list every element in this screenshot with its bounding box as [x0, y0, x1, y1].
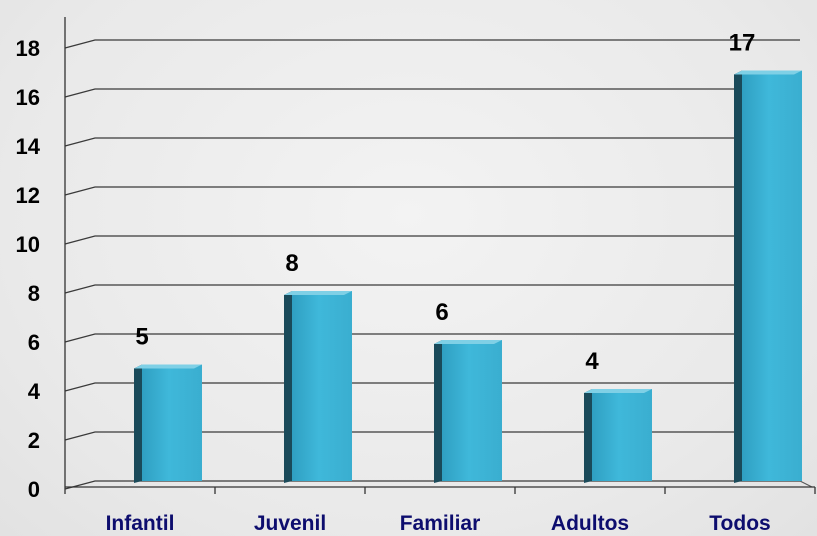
bar-top — [584, 389, 652, 393]
data-label: 8 — [285, 250, 298, 277]
bar-side — [434, 340, 442, 483]
y-tick-label: 8 — [28, 281, 40, 306]
gridline — [64, 88, 800, 98]
x-category-label: Adultos — [551, 512, 629, 535]
gridline — [64, 333, 800, 343]
gridline — [64, 284, 800, 294]
bar-side — [284, 291, 292, 483]
y-tick-label: 14 — [16, 134, 41, 159]
bar — [134, 364, 202, 483]
bar-top — [134, 364, 202, 369]
bar-front — [592, 389, 652, 481]
bar-top — [734, 70, 802, 75]
gridline — [64, 431, 800, 441]
gridline — [64, 39, 800, 49]
gridline — [64, 235, 800, 245]
gridline — [64, 186, 800, 196]
y-tick-label: 10 — [16, 232, 40, 257]
data-label: 5 — [135, 324, 148, 351]
y-tick-label: 6 — [28, 330, 40, 355]
bar-front — [442, 340, 502, 481]
y-tick-label: 18 — [16, 36, 40, 61]
bar — [284, 291, 352, 483]
x-category-label: Juvenil — [254, 512, 326, 535]
data-label: 4 — [585, 348, 599, 375]
x-category-label: Familiar — [400, 512, 481, 535]
data-label: 6 — [435, 299, 448, 326]
bar-top — [284, 291, 352, 295]
bar-front — [742, 70, 802, 481]
y-tick-labels: 0 2 4 6 8 10 12 14 16 18 — [16, 36, 41, 502]
gridline — [64, 480, 800, 490]
bar — [584, 389, 652, 483]
bar-top — [434, 340, 502, 344]
y-tick-label: 16 — [16, 85, 40, 110]
bar-front — [142, 364, 202, 481]
bar-side — [584, 389, 592, 483]
bar — [734, 70, 802, 483]
axes — [64, 17, 816, 494]
bar-side — [134, 364, 142, 483]
y-tick-label: 12 — [16, 183, 40, 208]
data-labels: 5 8 6 4 17 — [135, 30, 755, 376]
x-category-label: Todos — [709, 512, 770, 535]
bar-side — [734, 70, 742, 483]
floor-edge — [799, 480, 813, 488]
y-tick-label: 0 — [28, 477, 40, 502]
gridline — [64, 382, 800, 392]
bar — [434, 340, 502, 483]
y-tick-label: 4 — [28, 379, 41, 404]
gridline — [64, 137, 800, 147]
bars — [134, 70, 802, 483]
y-tick-label: 2 — [28, 428, 40, 453]
x-category-labels: Infantil Juvenil Familiar Adultos Todos — [106, 512, 771, 535]
data-label: 17 — [729, 30, 756, 57]
x-category-label: Infantil — [106, 512, 175, 535]
gridlines — [64, 39, 800, 490]
bar-front — [292, 291, 352, 481]
